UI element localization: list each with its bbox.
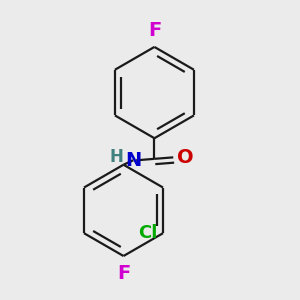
Text: F: F <box>117 264 130 283</box>
Text: N: N <box>125 151 141 170</box>
Text: Cl: Cl <box>138 224 157 242</box>
Text: O: O <box>177 148 194 167</box>
Text: H: H <box>110 148 124 166</box>
Text: F: F <box>148 21 161 40</box>
